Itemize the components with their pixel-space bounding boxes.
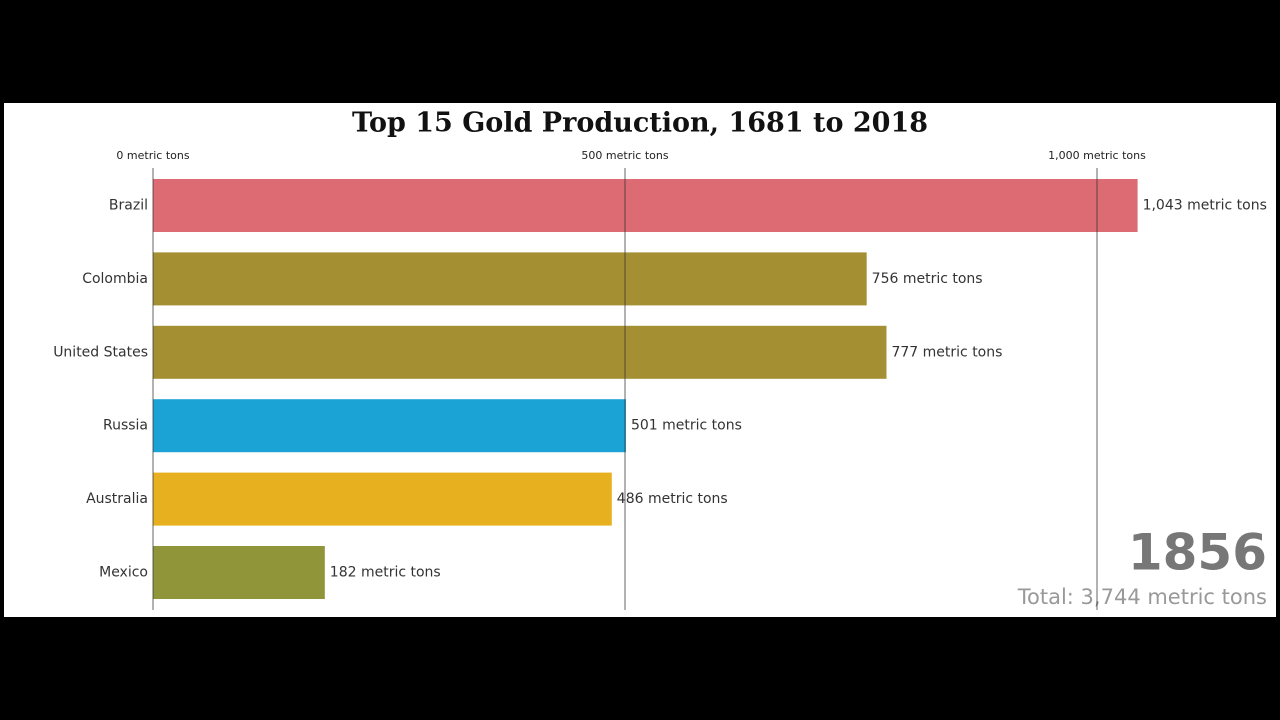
value-label: 182 metric tons	[330, 565, 441, 581]
value-label: 756 metric tons	[872, 271, 983, 287]
x-tick-label: 500 metric tons	[581, 149, 668, 162]
category-label: Brazil	[109, 198, 148, 214]
category-label: Russia	[103, 418, 148, 434]
category-label: Mexico	[99, 565, 148, 581]
total-label: Total: 3,744 metric tons	[1017, 585, 1267, 609]
bar	[153, 472, 612, 526]
value-label: 1,043 metric tons	[1143, 198, 1267, 214]
category-label: Australia	[86, 491, 148, 507]
year-label: 1856	[1128, 524, 1267, 582]
chart-title: Top 15 Gold Production, 1681 to 2018	[352, 108, 928, 139]
value-label: 486 metric tons	[617, 491, 728, 507]
category-label: United States	[53, 344, 148, 360]
category-label: Colombia	[82, 271, 148, 287]
bar	[153, 325, 887, 379]
bar	[153, 546, 325, 599]
x-tick-label: 0 metric tons	[116, 149, 189, 162]
value-label: 777 metric tons	[891, 344, 1002, 360]
bar	[153, 399, 626, 453]
value-label: 501 metric tons	[631, 418, 742, 434]
bar	[153, 179, 1138, 232]
x-tick-label: 1,000 metric tons	[1048, 149, 1146, 162]
bar	[153, 252, 867, 306]
